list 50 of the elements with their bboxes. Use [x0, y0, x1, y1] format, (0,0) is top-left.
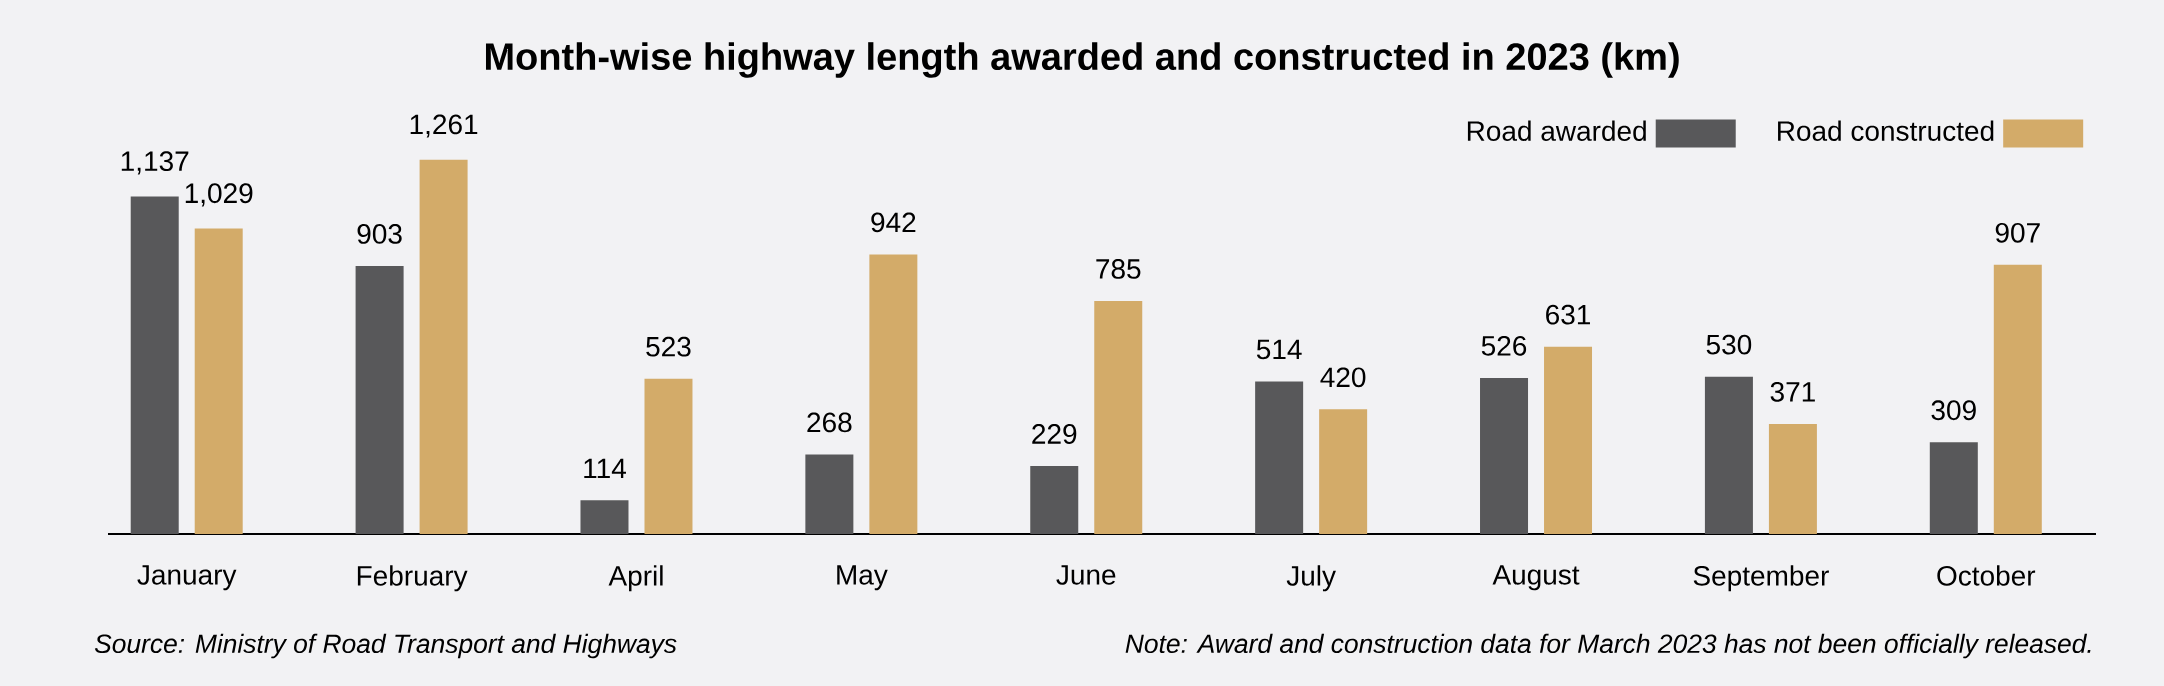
- bar: [130, 196, 179, 535]
- data-label: 371: [1770, 381, 1815, 402]
- data-label: 114: [584, 458, 626, 479]
- chart-title: Month-wise highway length awarded and constructed in 2023 (km): [485, 42, 1679, 78]
- x-tick-label: October: [1937, 565, 2036, 586]
- x-tick-label: August: [1492, 565, 1580, 591]
- bar: [1030, 466, 1079, 535]
- x-tick-label: May: [837, 565, 888, 591]
- data-label: 229: [1032, 424, 1077, 444]
- bar: [1993, 264, 2042, 535]
- data-label: 309: [1931, 400, 1976, 421]
- bar: [1768, 423, 1817, 535]
- bar: [1255, 381, 1304, 535]
- data-label: 530: [1706, 334, 1752, 355]
- data-label: 1,261: [410, 114, 478, 138]
- data-label: 514: [1256, 339, 1302, 360]
- data-label: 785: [1096, 259, 1141, 279]
- source-note: Source: Ministry of Road Transport and Highways: [94, 633, 677, 659]
- x-tick-label: September: [1693, 565, 1829, 592]
- x-tick-label: January: [137, 565, 237, 591]
- data-label: 523: [646, 336, 691, 357]
- data-label: 1,137: [121, 151, 189, 175]
- bar: [1094, 301, 1143, 535]
- data-label: 420: [1320, 367, 1366, 388]
- data-label: 907: [1995, 222, 2040, 243]
- bar: [1319, 409, 1368, 535]
- x-tick-label: February: [357, 565, 468, 592]
- data-label: 903: [357, 224, 402, 244]
- data-label: 631: [1546, 304, 1590, 325]
- data-label: 942: [871, 212, 916, 233]
- bar: [194, 228, 243, 535]
- bar: [1480, 377, 1529, 535]
- x-tick-label: July: [1286, 565, 1336, 592]
- x-tick-label: June: [1056, 565, 1116, 585]
- data-label: 268: [807, 412, 852, 433]
- x-tick-label: April: [608, 565, 663, 592]
- data-label: 1,029: [185, 183, 253, 207]
- legend-label: Road awarded: [1467, 120, 1646, 141]
- bar: [580, 500, 629, 535]
- text: Note: Award and construction data for March 2023 has not been officially released.: [1125, 633, 2091, 659]
- bar: [1544, 346, 1593, 535]
- bar: [1704, 376, 1753, 535]
- bar: [869, 254, 918, 535]
- legend-label: Road constructed: [1778, 120, 1994, 141]
- bar: [355, 265, 404, 535]
- bar: [644, 378, 693, 535]
- bar: [419, 159, 468, 535]
- bar: [805, 454, 854, 535]
- data-label: 526: [1481, 335, 1527, 356]
- bar: [1929, 442, 1978, 535]
